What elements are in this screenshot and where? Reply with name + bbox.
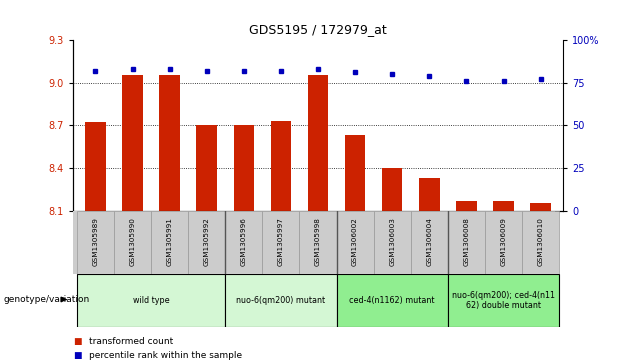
Bar bbox=[77, 274, 225, 327]
Bar bbox=[114, 211, 151, 274]
Text: percentile rank within the sample: percentile rank within the sample bbox=[89, 351, 242, 359]
Bar bbox=[225, 274, 336, 327]
Text: wild type: wild type bbox=[133, 296, 169, 305]
Bar bbox=[151, 211, 188, 274]
Text: ced-4(n1162) mutant: ced-4(n1162) mutant bbox=[349, 296, 435, 305]
Text: GSM1306004: GSM1306004 bbox=[426, 217, 432, 266]
Bar bbox=[233, 125, 254, 211]
Text: nuo-6(qm200); ced-4(n11
62) double mutant: nuo-6(qm200); ced-4(n11 62) double mutan… bbox=[452, 291, 555, 310]
Text: GSM1305996: GSM1305996 bbox=[241, 217, 247, 266]
Text: GSM1306009: GSM1306009 bbox=[501, 217, 506, 266]
Text: GSM1306003: GSM1306003 bbox=[389, 217, 395, 266]
Text: genotype/variation: genotype/variation bbox=[3, 295, 90, 304]
Bar bbox=[419, 178, 439, 211]
Bar bbox=[411, 211, 448, 274]
Bar bbox=[374, 211, 411, 274]
Bar bbox=[336, 211, 374, 274]
Bar bbox=[456, 201, 476, 211]
Bar bbox=[308, 76, 328, 211]
Bar bbox=[122, 76, 142, 211]
Bar bbox=[77, 211, 114, 274]
Bar bbox=[160, 76, 180, 211]
Text: GSM1306008: GSM1306008 bbox=[464, 217, 469, 266]
Bar bbox=[522, 211, 559, 274]
Bar bbox=[263, 211, 300, 274]
Text: GSM1305997: GSM1305997 bbox=[278, 217, 284, 266]
Text: ■: ■ bbox=[73, 338, 81, 346]
Bar bbox=[494, 201, 514, 211]
Text: GSM1305992: GSM1305992 bbox=[204, 217, 210, 266]
Bar bbox=[197, 125, 217, 211]
Text: GSM1305991: GSM1305991 bbox=[167, 217, 172, 266]
Bar bbox=[225, 211, 263, 274]
Bar bbox=[530, 203, 551, 211]
Text: GSM1305998: GSM1305998 bbox=[315, 217, 321, 266]
Text: ■: ■ bbox=[73, 351, 81, 359]
Text: GSM1305990: GSM1305990 bbox=[130, 217, 135, 266]
Bar bbox=[300, 211, 336, 274]
Bar bbox=[85, 122, 106, 211]
Bar bbox=[448, 211, 485, 274]
Text: GSM1306010: GSM1306010 bbox=[537, 217, 544, 266]
Bar bbox=[188, 211, 225, 274]
Bar bbox=[336, 274, 448, 327]
Text: transformed count: transformed count bbox=[89, 338, 173, 346]
Text: GSM1306002: GSM1306002 bbox=[352, 217, 358, 266]
Text: nuo-6(qm200) mutant: nuo-6(qm200) mutant bbox=[237, 296, 326, 305]
Bar bbox=[448, 274, 559, 327]
Bar bbox=[382, 168, 403, 211]
Bar bbox=[345, 135, 365, 211]
Bar bbox=[271, 121, 291, 211]
Text: GSM1305989: GSM1305989 bbox=[92, 217, 99, 266]
Bar bbox=[485, 211, 522, 274]
Title: GDS5195 / 172979_at: GDS5195 / 172979_at bbox=[249, 23, 387, 36]
